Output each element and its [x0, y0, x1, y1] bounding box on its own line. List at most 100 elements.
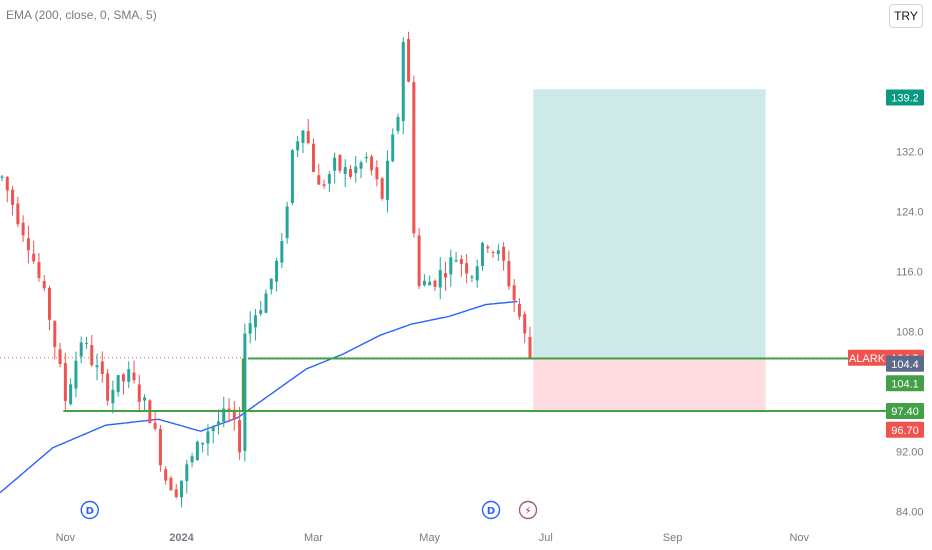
profit-zone[interactable]	[533, 89, 766, 358]
candle[interactable]	[106, 369, 110, 406]
candle[interactable]	[496, 244, 500, 262]
candle[interactable]	[301, 129, 305, 153]
candle[interactable]	[111, 380, 115, 414]
candle[interactable]	[153, 411, 157, 431]
candle[interactable]	[348, 164, 352, 180]
candle[interactable]	[385, 150, 389, 213]
candle[interactable]	[116, 375, 120, 397]
candle[interactable]	[132, 360, 136, 384]
candle[interactable]	[428, 275, 432, 286]
candle[interactable]	[195, 440, 199, 462]
candle[interactable]	[354, 156, 358, 183]
candle[interactable]	[90, 334, 94, 367]
candle[interactable]	[459, 255, 463, 277]
candle[interactable]	[63, 352, 67, 410]
candle[interactable]	[264, 289, 268, 314]
candle[interactable]	[312, 138, 316, 173]
candle[interactable]	[201, 442, 205, 453]
candle[interactable]	[216, 409, 220, 435]
candle[interactable]	[58, 342, 62, 368]
candle[interactable]	[359, 160, 363, 179]
candle[interactable]	[37, 252, 41, 282]
candle[interactable]	[48, 285, 52, 331]
candle[interactable]	[53, 320, 57, 360]
candle[interactable]	[528, 326, 532, 360]
candle[interactable]	[269, 278, 273, 295]
candle[interactable]	[502, 241, 506, 271]
candle[interactable]	[333, 152, 337, 184]
candle[interactable]	[327, 171, 331, 193]
candle[interactable]	[121, 373, 125, 395]
candle[interactable]	[412, 75, 416, 238]
candle[interactable]	[16, 196, 20, 228]
price-scale[interactable]: 84.00 92.00 108.0 116.0 124.0 132.0	[896, 147, 924, 519]
candle[interactable]	[169, 475, 173, 491]
candle[interactable]	[396, 113, 400, 135]
candle[interactable]	[438, 257, 442, 300]
candle[interactable]	[143, 394, 147, 412]
candle[interactable]	[401, 37, 405, 135]
candle[interactable]	[306, 118, 310, 145]
candle[interactable]	[422, 274, 426, 287]
candle[interactable]	[364, 152, 368, 163]
candle[interactable]	[465, 253, 469, 284]
candle[interactable]	[190, 452, 194, 468]
candle[interactable]	[253, 309, 257, 341]
dividend-icon[interactable]: D	[80, 500, 99, 520]
candle[interactable]	[491, 250, 495, 258]
candle[interactable]	[259, 300, 263, 317]
candle[interactable]	[523, 311, 527, 344]
candle[interactable]	[0, 175, 4, 182]
candle[interactable]	[380, 177, 384, 201]
candle[interactable]	[5, 176, 9, 203]
indicator-legend[interactable]: EMA (200, close, 0, SMA, 5)	[6, 8, 157, 22]
candle[interactable]	[95, 353, 99, 381]
candle[interactable]	[417, 227, 421, 289]
candle[interactable]	[391, 128, 395, 163]
candle[interactable]	[100, 351, 104, 383]
candle[interactable]	[296, 135, 300, 158]
candle[interactable]	[26, 225, 30, 264]
candle[interactable]	[285, 201, 289, 244]
ema-line[interactable]	[0, 300, 518, 494]
candle[interactable]	[21, 215, 25, 242]
candle[interactable]	[507, 250, 511, 290]
candle[interactable]	[322, 179, 326, 189]
time-axis[interactable]: Nov 2024 Mar May Jul Sep Nov	[56, 532, 810, 544]
candle[interactable]	[470, 274, 474, 283]
candle[interactable]	[74, 351, 78, 398]
candle[interactable]	[512, 279, 516, 313]
candle[interactable]	[185, 459, 189, 494]
candle[interactable]	[79, 336, 83, 364]
candle[interactable]	[290, 149, 294, 206]
candle[interactable]	[32, 240, 36, 264]
candle[interactable]	[158, 425, 162, 472]
candle[interactable]	[343, 159, 347, 188]
candle[interactable]	[211, 425, 215, 444]
candle[interactable]	[433, 279, 437, 291]
candle[interactable]	[486, 244, 490, 253]
candle[interactable]	[444, 261, 448, 291]
candle[interactable]	[238, 406, 242, 460]
candle[interactable]	[232, 401, 236, 431]
candle[interactable]	[480, 241, 484, 271]
event-markers[interactable]: D D ⚡	[80, 500, 538, 520]
candle[interactable]	[164, 466, 168, 485]
candle[interactable]	[407, 31, 411, 83]
candle[interactable]	[248, 311, 252, 344]
candle[interactable]	[449, 249, 453, 287]
candle[interactable]	[475, 259, 479, 288]
candle[interactable]	[517, 298, 521, 320]
candle[interactable]	[275, 257, 279, 292]
candle[interactable]	[454, 251, 458, 263]
candle[interactable]	[69, 378, 73, 406]
earnings-icon[interactable]: ⚡	[518, 500, 538, 520]
candle[interactable]	[127, 361, 131, 389]
candle[interactable]	[338, 153, 342, 174]
currency-button[interactable]: TRY	[889, 4, 923, 28]
dividend-icon[interactable]: D	[481, 500, 501, 520]
candle[interactable]	[11, 185, 15, 216]
candle[interactable]	[243, 323, 247, 462]
candle[interactable]	[280, 232, 284, 269]
candle[interactable]	[375, 160, 379, 187]
